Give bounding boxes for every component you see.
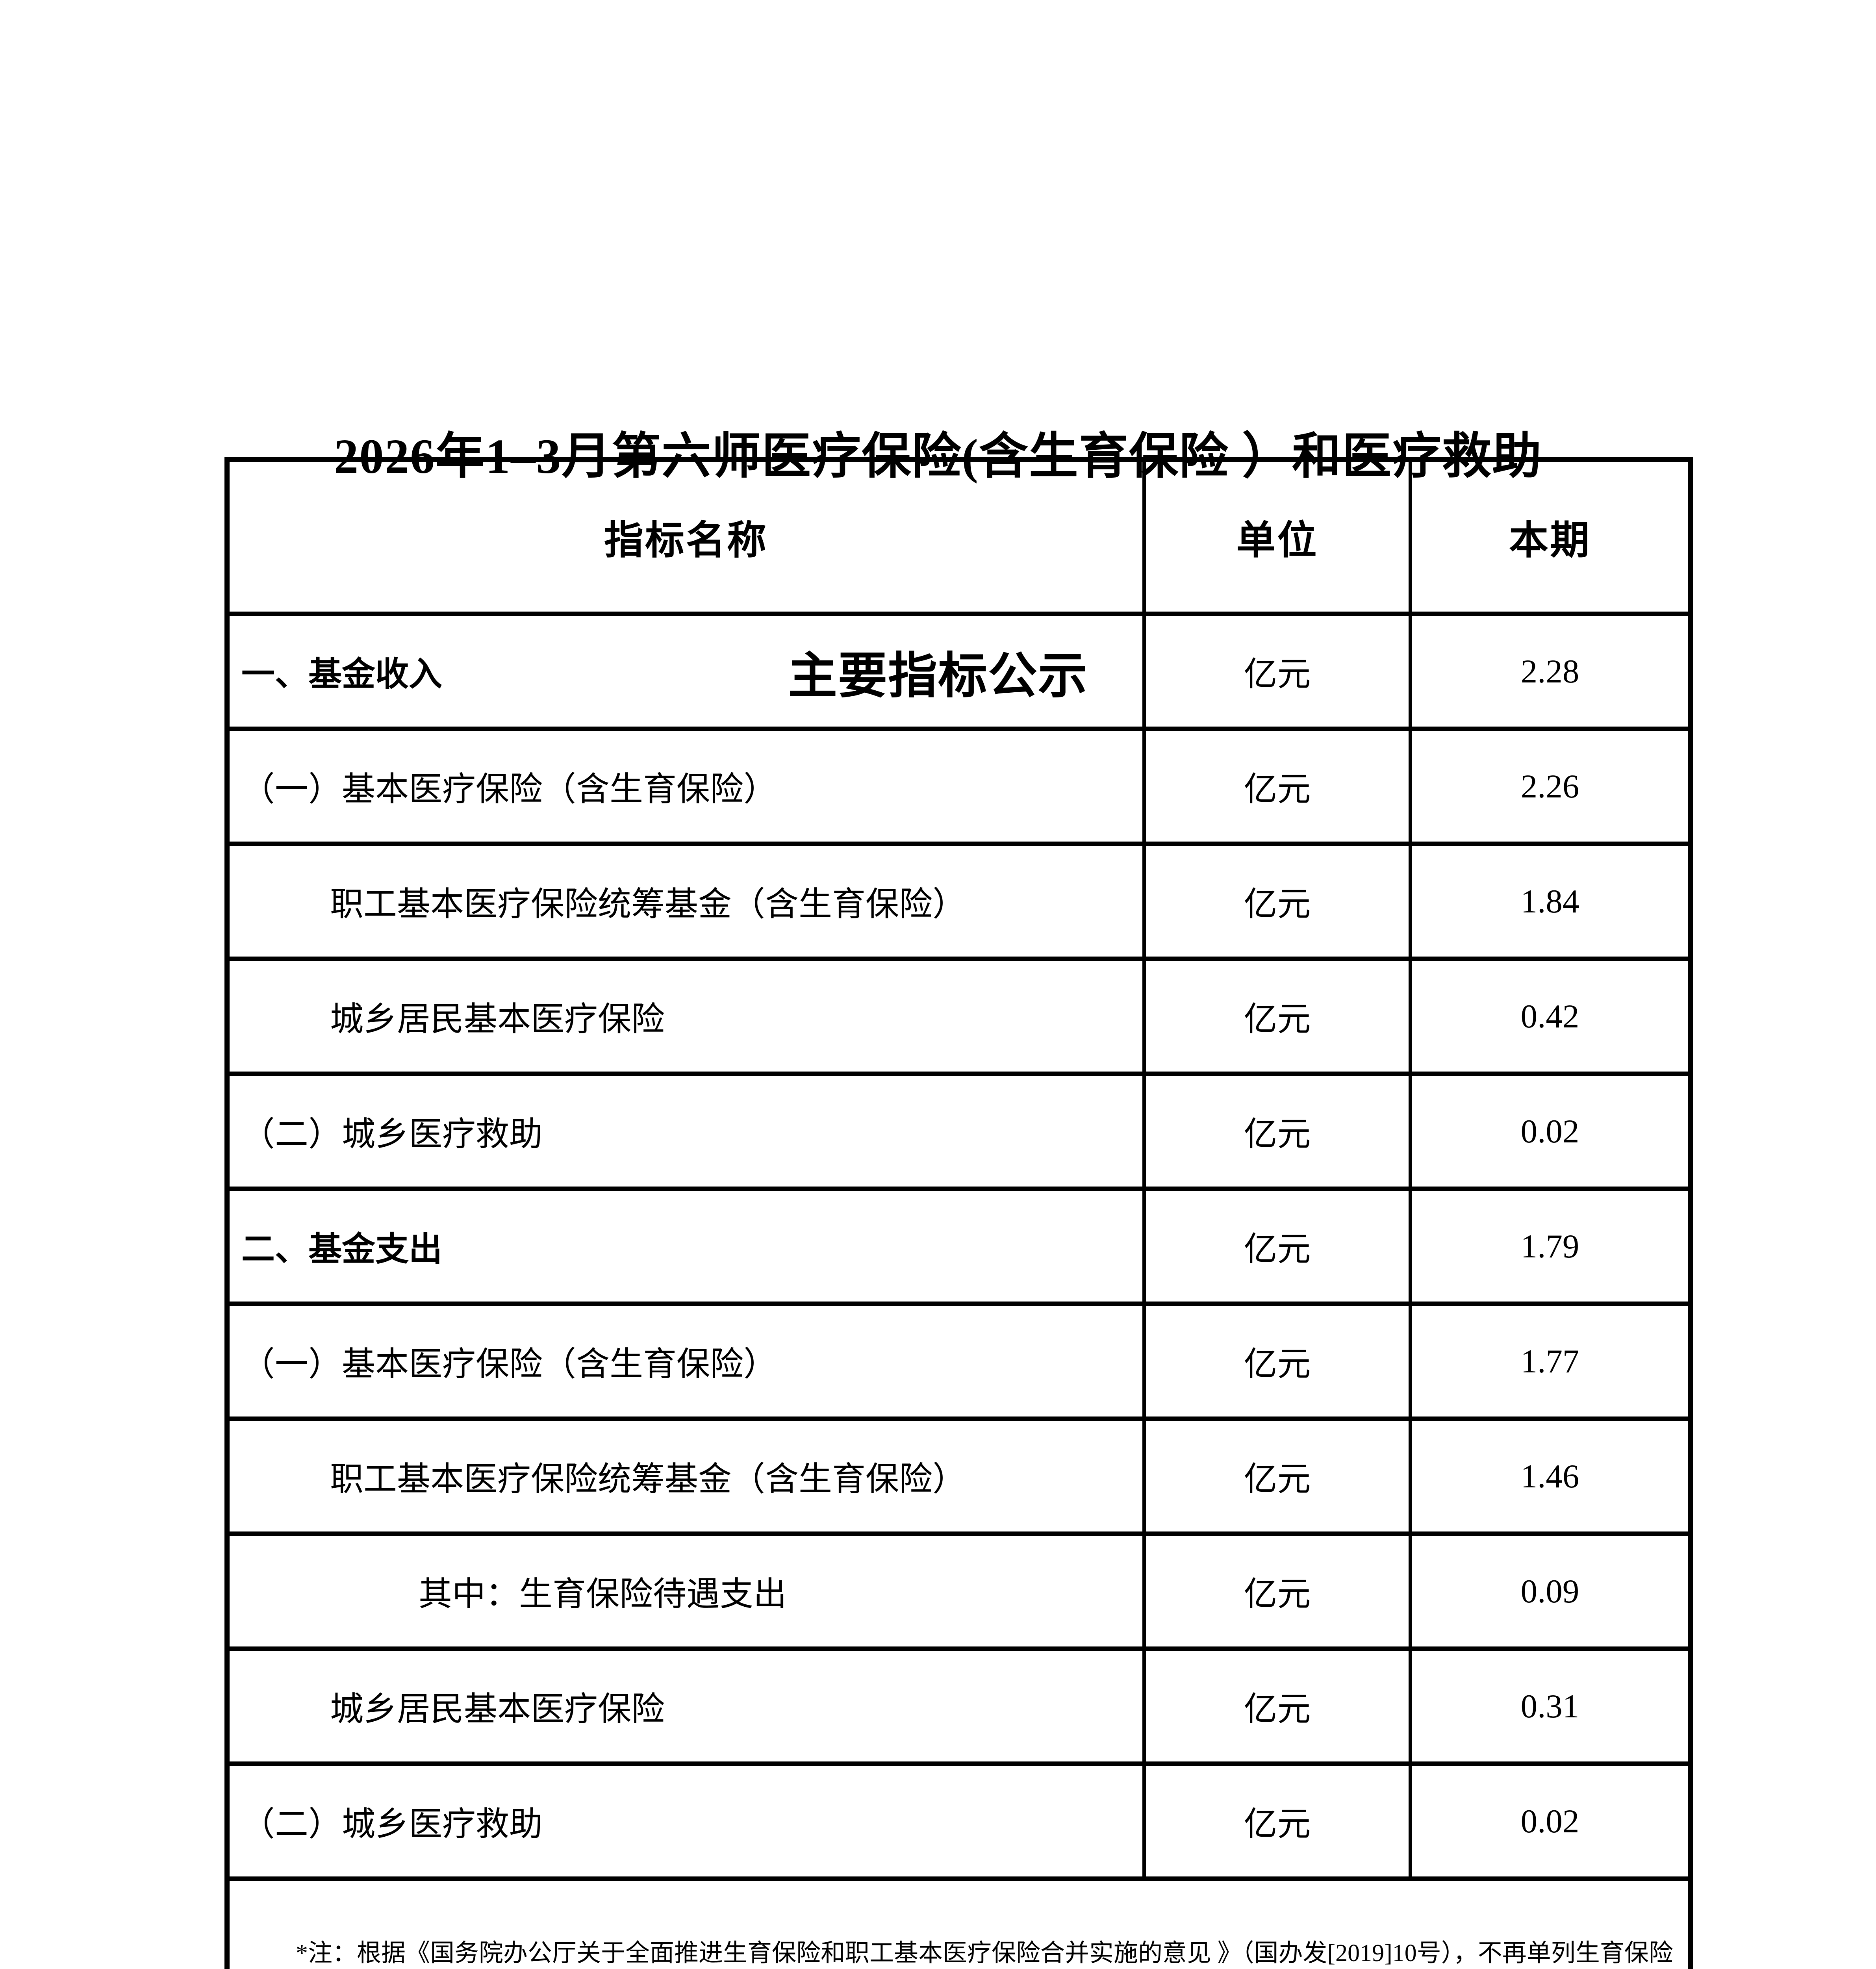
value-cell: 0.02 <box>1409 1071 1692 1191</box>
indicator-name-cell: 二、基金支出 <box>225 1186 1146 1306</box>
indicators-table-container: 指标名称 单位 本期 一、基金收入 亿元 2.28 （一）基本医疗保险（含生育保险）亿… <box>224 457 1693 1969</box>
table-row: 一、基金收入 亿元 2.28 <box>225 611 1692 731</box>
indicator-name-cell: 职工基本医疗保险统筹基金（含生育保险） <box>225 1416 1146 1536</box>
unit-cell: 亿元 <box>1142 1186 1412 1306</box>
indicator-name-cell: （一）基本医疗保险（含生育保险） <box>225 1301 1146 1421</box>
table-note-row: *注：根据《国务院办公厅关于全面推进生育保险和职工基本医疗保险合并实施的意见 》… <box>225 1876 1692 1969</box>
value-cell: 0.31 <box>1409 1646 1692 1766</box>
table-row: 城乡居民基本医疗保险 亿元 0.42 <box>225 956 1692 1076</box>
unit-cell: 亿元 <box>1142 1416 1412 1536</box>
indicator-name-cell: 一、基金收入 <box>225 611 1146 731</box>
value-cell: 2.26 <box>1409 726 1692 846</box>
indicator-name-cell: 职工基本医疗保险统筹基金（含生育保险） <box>225 841 1146 961</box>
indicators-table: 指标名称 单位 本期 一、基金收入 亿元 2.28 （一）基本医疗保险（含生育保险）亿… <box>224 457 1693 1969</box>
unit-cell: 亿元 <box>1142 1761 1412 1881</box>
table-row: （二）城乡医疗救助 亿元 0.02 <box>225 1761 1692 1881</box>
value-cell: 1.77 <box>1409 1301 1692 1421</box>
value-cell: 2.28 <box>1409 611 1692 731</box>
indicator-name-cell: （二）城乡医疗救助 <box>225 1071 1146 1191</box>
table-row: 二、基金支出 亿元 1.79 <box>225 1186 1692 1306</box>
unit-cell: 亿元 <box>1142 1531 1412 1651</box>
unit-cell: 亿元 <box>1142 726 1412 846</box>
table-header-row: 指标名称 单位 本期 <box>225 457 1692 616</box>
value-cell: 1.46 <box>1409 1416 1692 1536</box>
indicator-name-cell: （二）城乡医疗救助 <box>225 1761 1146 1881</box>
unit-cell: 亿元 <box>1142 1646 1412 1766</box>
column-header-period: 本期 <box>1409 457 1692 616</box>
value-cell: 1.84 <box>1409 841 1692 961</box>
unit-cell: 亿元 <box>1142 956 1412 1076</box>
table-row: 其中：生育保险待遇支出 亿元 0.09 <box>225 1531 1692 1651</box>
column-header-unit: 单位 <box>1142 457 1412 616</box>
footnote-text: *注：根据《国务院办公厅关于全面推进生育保险和职工基本医疗保险合并实施的意见 》… <box>225 1876 1692 1969</box>
indicator-name-cell: 城乡居民基本医疗保险 <box>225 1646 1146 1766</box>
table-row: 职工基本医疗保险统筹基金（含生育保险） 亿元 1.46 <box>225 1416 1692 1536</box>
table-row: （一）基本医疗保险（含生育保险） 亿元 2.26 <box>225 726 1692 846</box>
table-row: 城乡居民基本医疗保险 亿元 0.31 <box>225 1646 1692 1766</box>
table-row: （二）城乡医疗救助 亿元 0.02 <box>225 1071 1692 1191</box>
indicator-name-cell: 其中：生育保险待遇支出 <box>225 1531 1146 1651</box>
indicator-name-cell: （一）基本医疗保险（含生育保险） <box>225 726 1146 846</box>
table-row: 职工基本医疗保险统筹基金（含生育保险） 亿元 1.84 <box>225 841 1692 961</box>
value-cell: 1.79 <box>1409 1186 1692 1306</box>
indicator-name-cell: 城乡居民基本医疗保险 <box>225 956 1146 1076</box>
unit-cell: 亿元 <box>1142 841 1412 961</box>
value-cell: 0.09 <box>1409 1531 1692 1651</box>
column-header-indicator: 指标名称 <box>225 457 1146 616</box>
value-cell: 0.02 <box>1409 1761 1692 1881</box>
value-cell: 0.42 <box>1409 956 1692 1076</box>
unit-cell: 亿元 <box>1142 1071 1412 1191</box>
table-row: （一）基本医疗保险（含生育保险） 亿元 1.77 <box>225 1301 1692 1421</box>
unit-cell: 亿元 <box>1142 611 1412 731</box>
unit-cell: 亿元 <box>1142 1301 1412 1421</box>
